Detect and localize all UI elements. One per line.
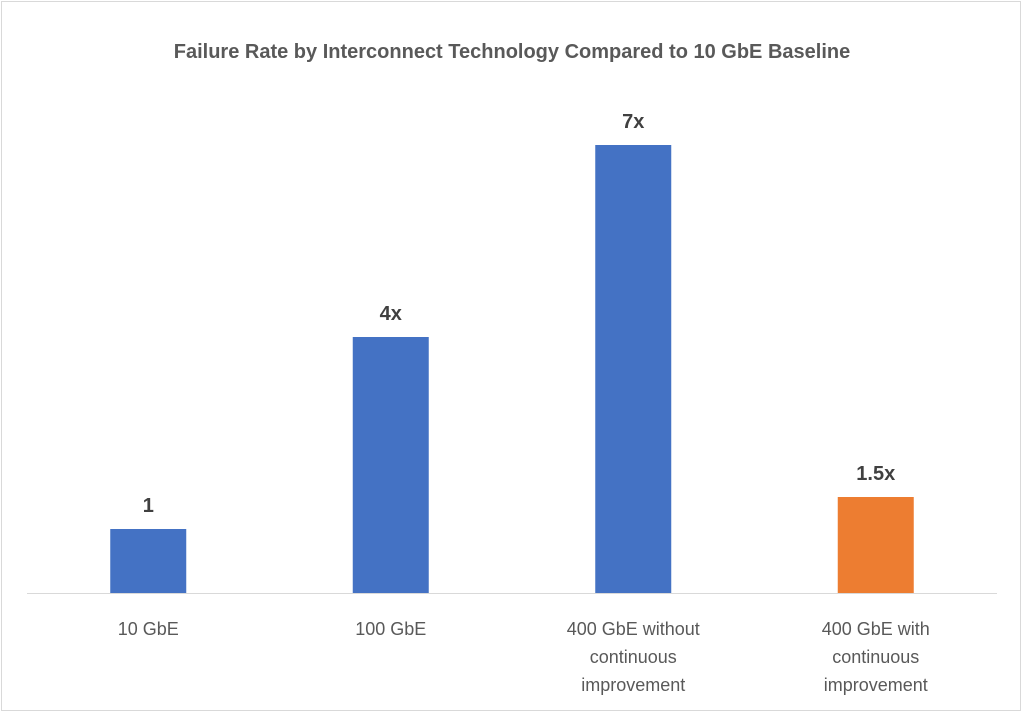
x-tick-label: continuous [590, 647, 677, 667]
bar [595, 145, 672, 593]
data-label: 1 [143, 495, 154, 517]
x-tick-label: continuous [832, 647, 919, 667]
x-tick-label: 10 GbE [118, 619, 179, 639]
x-tick-label: 100 GbE [355, 619, 426, 639]
bar [352, 337, 429, 593]
data-label: 7x [622, 111, 644, 133]
data-label: 1.5x [856, 463, 895, 485]
data-label: 4x [380, 303, 402, 325]
x-tick-label: 400 GbE without [567, 619, 700, 639]
bar [837, 497, 914, 593]
chart-title: Failure Rate by Interconnect Technology … [174, 41, 850, 63]
x-tick-label: improvement [581, 675, 685, 695]
x-tick-label: 400 GbE with [822, 619, 930, 639]
x-tick-label: improvement [824, 675, 928, 695]
bar [110, 529, 187, 593]
